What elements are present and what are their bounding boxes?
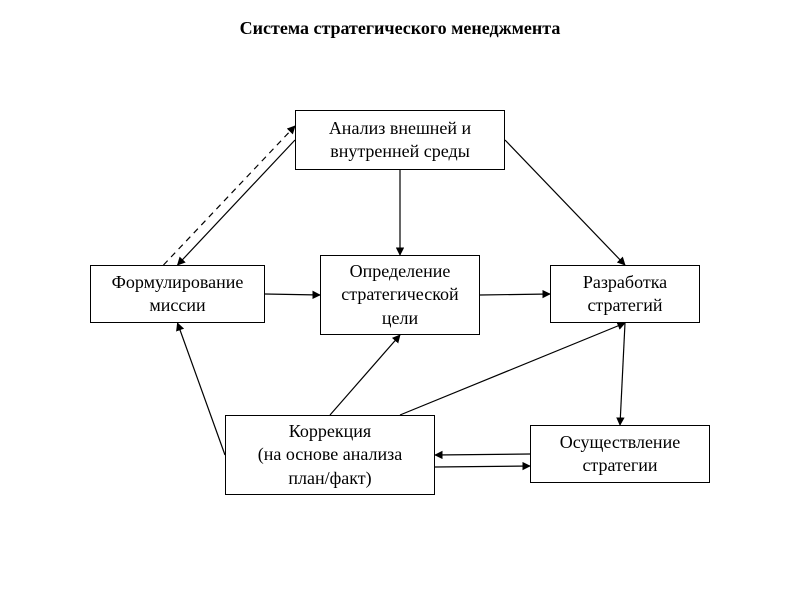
node-label: Анализ внешней ивнутренней среды xyxy=(329,117,471,164)
edge xyxy=(620,323,625,425)
node-correction: Коррекция(на основе анализаплан/факт) xyxy=(225,415,435,495)
edge xyxy=(400,323,625,415)
node-label: Коррекция(на основе анализаплан/факт) xyxy=(258,420,403,490)
edge xyxy=(435,454,530,455)
node-analysis: Анализ внешней ивнутренней среды xyxy=(295,110,505,170)
edge xyxy=(178,323,226,455)
node-label: Определениестратегическойцели xyxy=(341,260,458,330)
node-label: Разработкастратегий xyxy=(583,271,667,318)
node-label: Формулированиемиссии xyxy=(112,271,244,318)
edge xyxy=(178,140,296,265)
edge xyxy=(330,335,400,415)
edge xyxy=(505,140,625,265)
node-label: Осуществлениестратегии xyxy=(560,431,680,478)
edge xyxy=(265,294,320,295)
node-implement: Осуществлениестратегии xyxy=(530,425,710,483)
node-goal: Определениестратегическойцели xyxy=(320,255,480,335)
edge xyxy=(164,126,296,265)
diagram-canvas: Система стратегического менеджмента Анал… xyxy=(0,0,800,600)
node-mission: Формулированиемиссии xyxy=(90,265,265,323)
edge xyxy=(435,466,530,467)
edge xyxy=(480,294,550,295)
node-develop: Разработкастратегий xyxy=(550,265,700,323)
diagram-title: Система стратегического менеджмента xyxy=(0,18,800,39)
